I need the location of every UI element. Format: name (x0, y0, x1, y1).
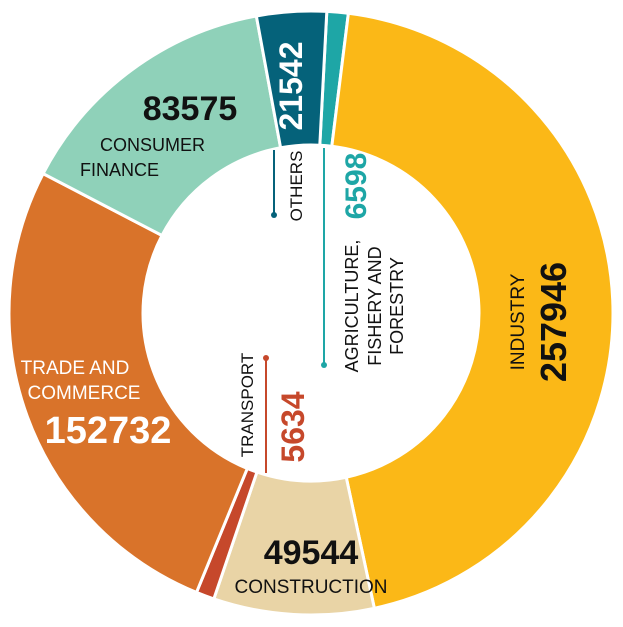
trade-commerce-label-line-1: TRADE AND (21, 358, 130, 379)
industry-slice (330, 11, 615, 611)
industry-label: INDUSTRY (508, 273, 529, 370)
transport-value: 5634 (275, 391, 311, 462)
agriculture-label-line-2: FISHERY AND (365, 246, 385, 365)
consumer-finance-value: 83575 (143, 90, 238, 128)
trade-commerce-label-line-2: COMMERCE (28, 383, 141, 404)
others-slice (254, 9, 329, 150)
others-leader-dot (271, 212, 277, 218)
transport-leader-dot (263, 355, 269, 361)
industry-label-group: INDUSTRY 257946 (508, 262, 574, 382)
trade-commerce-slice (7, 171, 250, 595)
others-label-group: 21542 OTHERS (273, 42, 309, 222)
construction-label: CONSTRUCTION (234, 577, 387, 598)
consumer-finance-label-line-1: CONSUMER (100, 135, 205, 155)
agriculture-leader-dot (321, 362, 327, 368)
consumer-finance-label-line-2: FINANCE (80, 160, 159, 180)
leader-lines (263, 148, 327, 473)
agriculture-label-line-3: FORESTRY (387, 257, 407, 355)
construction-value: 49544 (264, 534, 359, 572)
industry-value: 257946 (533, 262, 574, 382)
transport-label-group: TRANSPORT 5634 (238, 353, 311, 463)
agriculture-value: 6598 (340, 153, 373, 220)
agriculture-label-group: 6598 AGRICULTURE, FISHERY AND FORESTRY (340, 153, 407, 373)
agriculture-label-line-1: AGRICULTURE, (342, 240, 362, 373)
trade-commerce-value: 152732 (45, 410, 172, 452)
transport-label: TRANSPORT (238, 353, 257, 458)
others-value: 21542 (273, 42, 309, 131)
donut-slices (7, 9, 615, 617)
others-label: OTHERS (287, 151, 306, 222)
